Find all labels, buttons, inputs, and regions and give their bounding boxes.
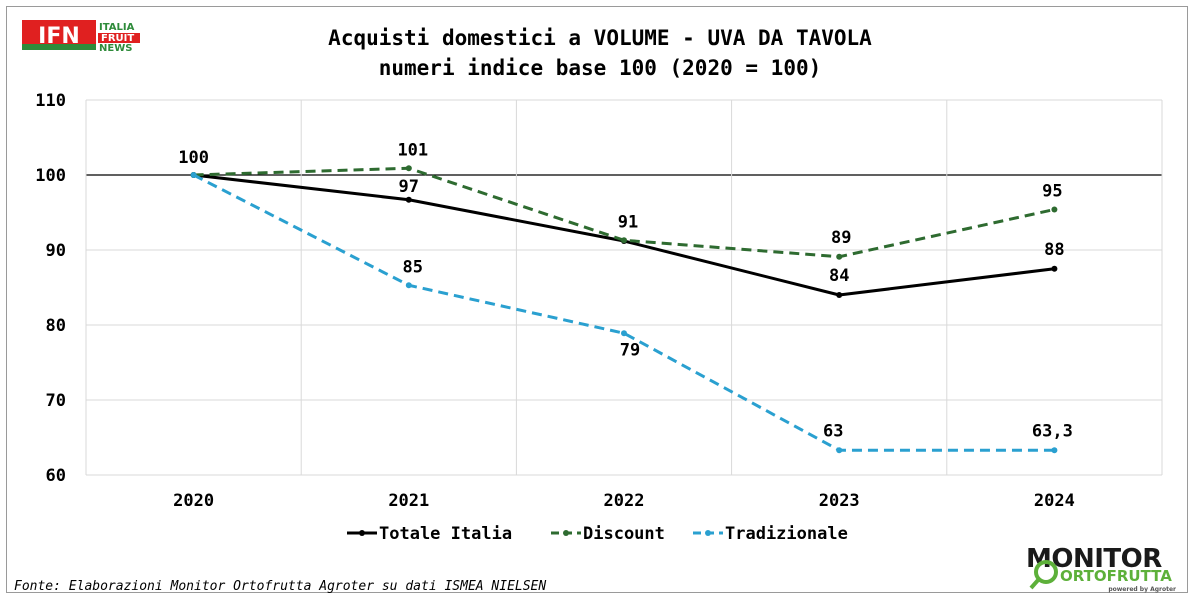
x-tick-label: 2021 (388, 491, 429, 511)
data-point-tradizionale (621, 330, 627, 336)
data-label-tradizionale: 85 (403, 257, 423, 277)
legend-label-tradizionale: Tradizionale (725, 524, 848, 544)
data-point-totale-italia (836, 292, 842, 298)
monitor-logo-word2: ORTOFRUTTA (1060, 567, 1172, 585)
source-note: Fonte: Elaborazioni Monitor Ortofrutta A… (14, 579, 546, 594)
legend: Totale Italia Discount Tradizionale (347, 524, 848, 544)
legend-marker-tradizionale (705, 530, 711, 536)
legend-label-discount: Discount (583, 524, 665, 544)
data-point-discount (1051, 207, 1057, 213)
x-tick-label: 2024 (1034, 491, 1075, 511)
legend-label-totale-italia: Totale Italia (379, 524, 512, 544)
plot-area: 60 70 80 90 100 110 2020 2021 2022 2023 2024 97 84 88… (35, 91, 1162, 511)
x-tick-label: 2020 (173, 491, 214, 511)
y-tick-label: 60 (46, 466, 66, 486)
chart-svg: IFN ITALIA FRUIT NEWS Acquisti domestici… (0, 0, 1200, 607)
data-label-tradizionale: 79 (620, 340, 640, 360)
monitor-logo-powered: powered by Agroter (1108, 586, 1176, 593)
data-point-tradizionale (1051, 447, 1057, 453)
data-label-discount: 91 (618, 212, 638, 232)
data-label-tradizionale: 63 (823, 421, 843, 441)
legend-marker-discount (563, 530, 569, 536)
data-label-discount: 95 (1042, 182, 1062, 202)
data-point-discount (406, 165, 412, 171)
y-tick-label: 80 (46, 316, 66, 336)
y-tick-label: 70 (46, 391, 66, 411)
ifn-logo-line-3: NEWS (99, 43, 132, 54)
data-point-tradizionale (406, 282, 412, 288)
data-label-tradizionale: 63,3 (1032, 421, 1073, 441)
data-point-totale-italia (406, 197, 412, 203)
data-label-discount: 89 (831, 228, 851, 248)
monitor-ortofrutta-logo: MONITOR ORTOFRUTTA powered by Agroter (1026, 544, 1176, 593)
data-label-discount: 101 (397, 140, 428, 160)
y-tick-label: 110 (35, 91, 66, 111)
ifn-logo-mark: IFN (38, 24, 80, 49)
data-label-totale-italia: 84 (829, 266, 849, 286)
data-point-tradizionale (836, 447, 842, 453)
legend-marker-totale-italia (359, 530, 365, 536)
series-line-totale-italia (194, 175, 1055, 295)
magnifier-handle-icon (1031, 579, 1039, 588)
x-tick-label: 2023 (819, 491, 860, 511)
data-point-discount (836, 254, 842, 260)
y-tick-label: 90 (46, 241, 66, 261)
data-point-totale-italia (1051, 266, 1057, 272)
data-point-tradizionale (191, 172, 197, 178)
data-point-discount (621, 237, 627, 243)
data-label-totale-italia: 97 (399, 177, 419, 197)
data-label-totale-italia: 88 (1044, 240, 1064, 260)
x-tick-label: 2022 (604, 491, 645, 511)
ifn-logo: IFN ITALIA FRUIT NEWS (22, 20, 140, 54)
chart-title: Acquisti domestici a VOLUME - UVA DA TAV… (328, 26, 872, 50)
ifn-logo-line-1: ITALIA (99, 22, 135, 33)
chart-subtitle: numeri indice base 100 (2020 = 100) (379, 56, 822, 80)
y-tick-label: 100 (35, 166, 66, 186)
data-label-discount: 100 (178, 148, 209, 168)
